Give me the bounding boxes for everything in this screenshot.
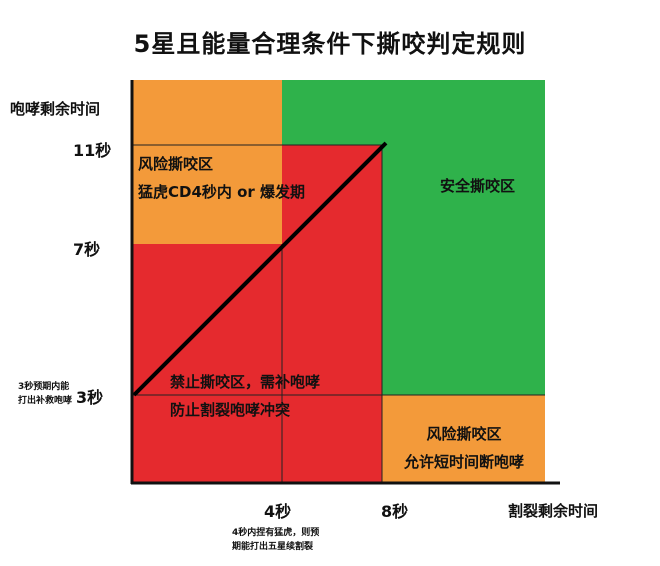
zone-orange-risk-bottom xyxy=(382,395,545,482)
zone-risk-bottom-line2: 允许短时间断咆哮 xyxy=(403,453,524,471)
y-tick-7: 7秒 xyxy=(73,240,101,259)
zone-forbidden-line1: 禁止撕咬区，需补咆哮 xyxy=(170,373,321,391)
zone-risk-top-line2: 猛虎CD4秒内 or 爆发期 xyxy=(138,183,306,201)
note-y3: 3秒预期内能 打出补救咆哮 xyxy=(18,380,72,408)
zone-orange-risk-top xyxy=(132,145,282,244)
x-axis-title: 割裂剩余时间 xyxy=(508,502,599,520)
y-axis-title: 咆哮剩余时间 xyxy=(10,100,101,118)
y-tick-11: 11秒 xyxy=(73,141,112,160)
note-x4-line1: 4秒内捏有猛虎，则预 xyxy=(232,528,320,538)
zone-safe-label: 安全撕咬区 xyxy=(440,177,516,195)
note-y3-line1: 3秒预期内能 xyxy=(18,382,70,392)
zone-risk-top-line1: 风险撕咬区 xyxy=(138,155,214,173)
zone-risk-top-label: 风险撕咬区 猛虎CD4秒内 or 爆发期 xyxy=(138,150,305,206)
zone-risk-bottom-label: 风险撕咬区 允许短时间断咆哮 xyxy=(384,420,544,476)
page-title: 5星且能量合理条件下撕咬判定规则 xyxy=(133,30,527,58)
note-x4: 4秒内捏有猛虎，则预 期能打出五星续割裂 xyxy=(232,526,319,554)
note-y3-line2: 打出补救咆哮 xyxy=(18,396,73,406)
x-tick-8: 8秒 xyxy=(381,502,409,521)
zone-risk-bottom-line1: 风险撕咬区 xyxy=(426,425,502,443)
zone-forbidden-line2: 防止割裂咆哮冲突 xyxy=(170,401,291,419)
zone-forbidden-label: 禁止撕咬区，需补咆哮 防止割裂咆哮冲突 xyxy=(170,368,320,424)
note-x4-line2: 期能打出五星续割裂 xyxy=(232,542,314,552)
x-tick-4: 4秒 xyxy=(264,502,292,521)
diagonal-line xyxy=(132,141,388,397)
y-tick-3: 3秒 xyxy=(76,388,104,407)
